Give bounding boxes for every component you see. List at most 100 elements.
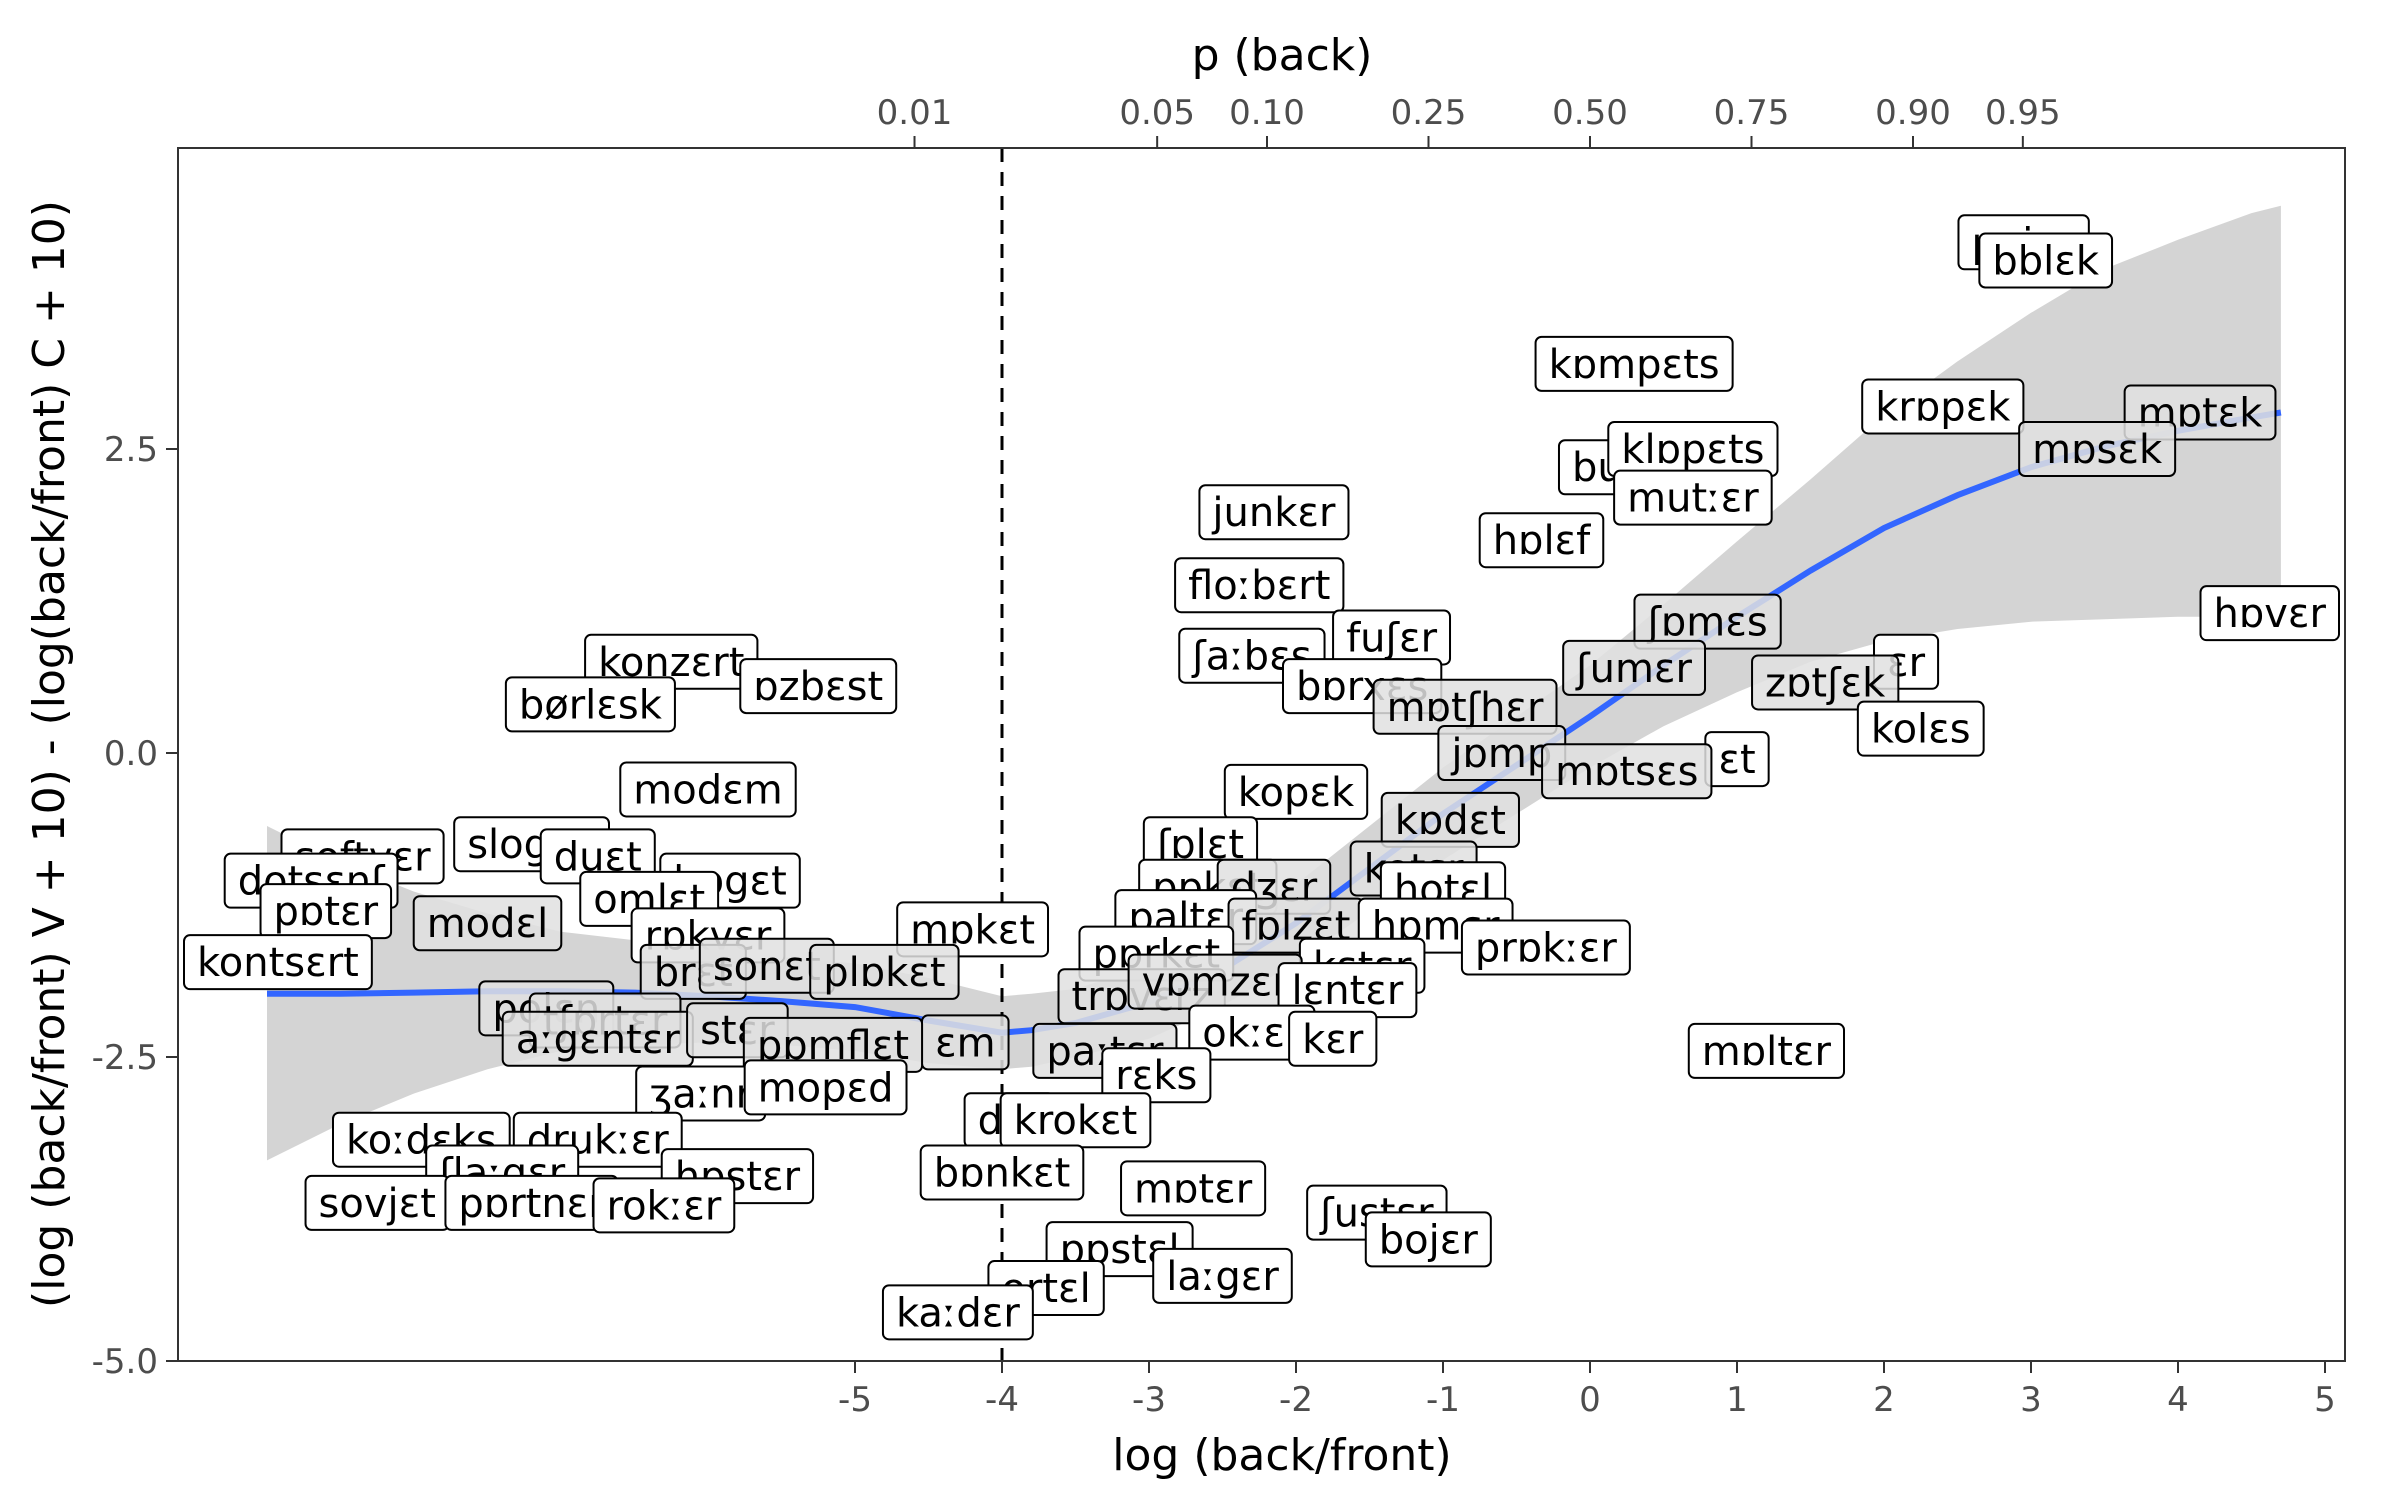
point-label-text: bojɛr [1379,1217,1479,1263]
point-label-box [1364,1211,1492,1268]
point-label: fuʃɛr [1332,609,1452,666]
point-label-box [896,901,1050,958]
point-label: mɒltɛr [1687,1022,1846,1079]
point-label-box [1478,512,1605,569]
point-label: mɒsɛk [2018,421,2177,477]
y-tick-label: 2.5 [104,430,158,470]
point-label: pɒtɛr [259,883,393,940]
point-label-text: laːgɛr [1166,1254,1279,1300]
point-label-box [1120,1160,1267,1217]
point-label-text: mopɛd [758,1065,894,1111]
x-axis-title: log (back/front) [1112,1430,1451,1481]
point-label: okːɛr [1188,1004,1316,1061]
point-label-text: klɒpɛts [1621,427,1764,473]
top-axis: 0.01 0.05 0.10 0.25 0.50 0.75 0.90 0.95 [877,93,2061,148]
point-label-box [743,1059,908,1116]
point-label: kɒmpɛts [1534,335,1734,392]
point-label: mɒtʃhɛr [1372,678,1558,735]
point-label: kolɛs [1856,700,1985,757]
point-label: børlɛsk [504,676,676,733]
point-label-box [1152,1247,1293,1304]
point-label: mopɛd [743,1059,908,1116]
point-label: modɛm [619,761,797,818]
top-tick-label: 0.05 [1119,93,1195,133]
point-label: kɛr [1288,1010,1378,1067]
word-labels: ppjɛsbblɛkkɒmpɛtskrɒpɛkmɒtɛkmɒsɛkbuklɒpɛ… [183,214,2340,1341]
point-label-box [809,943,960,1000]
point-label-box [1751,654,1900,711]
point-label-text: rɛks [1115,1053,1197,1099]
point-label-box [1174,557,1345,614]
x-tick-label: -1 [1426,1380,1460,1420]
point-label-text: mɒtsɛs [1555,749,1698,795]
point-label: aːgɛntɛr [501,1010,694,1067]
point-label-text: krokɛt [1014,1098,1138,1144]
point-label-text: ɛt [1718,737,1755,783]
point-label: rokːɛr [592,1177,736,1234]
point-label-box [183,934,373,991]
point-label-box [739,658,898,715]
point-label-box [1534,335,1734,392]
point-label-box [412,895,563,952]
point-label-text: hɒvɛr [2214,591,2327,637]
point-label-box [919,1144,1085,1201]
point-label: modɛl [412,895,563,952]
point-label-box [1856,700,1985,757]
top-axis-title: p (back) [1192,30,1373,81]
x-tick-label: 2 [1873,1380,1895,1420]
top-tick-label: 0.25 [1391,93,1467,133]
point-label-text: ʒaːnr [649,1071,752,1117]
point-label-box [1223,763,1369,820]
point-label: rɛks [1101,1047,1212,1104]
point-label-box [1613,469,1773,526]
point-label-box [1198,484,1350,541]
point-label-box [1562,639,1707,696]
point-label-box [1633,593,1782,650]
y-tick-label: 0.0 [104,734,158,774]
point-label: kaːdɛr [881,1284,1034,1341]
point-label: ɛt [1704,731,1770,788]
point-label-text: kolɛs [1871,707,1971,753]
point-label-box [1978,232,2114,289]
point-label-text: zɒtʃɛk [1765,660,1886,706]
top-tick-label: 0.50 [1552,93,1628,133]
point-label: hɒvɛr [2199,585,2340,642]
y-axis: -5.0 -2.5 0.0 2.5 [92,430,178,1382]
point-label: bɒnkɛt [919,1144,1085,1201]
point-label-text: mɒsɛk [2032,427,2163,473]
point-label-text: krɒpɛk [1875,384,2011,430]
top-tick-label: 0.10 [1229,93,1305,133]
y-tick-label: -5.0 [92,1342,158,1382]
point-label: mutːɛr [1613,469,1773,526]
x-tick-label: 5 [2314,1380,2336,1420]
point-label-text: børlɛsk [519,682,663,728]
point-label-box [1460,919,1631,976]
point-label-box [1687,1022,1846,1079]
point-label-box [504,676,676,733]
point-label-text: sonɛt [713,944,821,990]
point-label-box [592,1177,736,1234]
point-label-text: kɒdɛt [1395,798,1506,844]
top-tick-label: 0.95 [1985,93,2061,133]
point-label-text: aːgɛntɛr [516,1017,681,1063]
point-label-box [1541,743,1713,800]
x-tick-label: 4 [2167,1380,2189,1420]
point-label: mɒtsɛs [1541,743,1713,800]
point-label: ʃumɛr [1562,639,1707,696]
point-label-text: modɛm [633,767,782,813]
x-tick-label: -5 [838,1380,872,1420]
point-label-text: fuʃɛr [1346,615,1437,661]
point-label-text: hɒlɛf [1493,518,1591,564]
top-tick-label: 0.90 [1875,93,1951,133]
point-label: krɒpɛk [1861,378,2025,435]
point-label-text: pɒtɛr [274,889,379,935]
point-label-text: plɒkɛt [823,950,945,996]
point-label-text: jɒmp [1450,731,1552,777]
point-label-text: kontsɛrt [197,940,359,986]
point-label: kɒdɛt [1380,791,1520,848]
point-label: ɛm [920,1014,1010,1071]
point-label-box [619,761,797,818]
point-label: jɒmp [1437,725,1567,781]
point-label: vɒmzɛr [1127,953,1303,1010]
point-label-text: mɒtɛr [1134,1166,1253,1212]
